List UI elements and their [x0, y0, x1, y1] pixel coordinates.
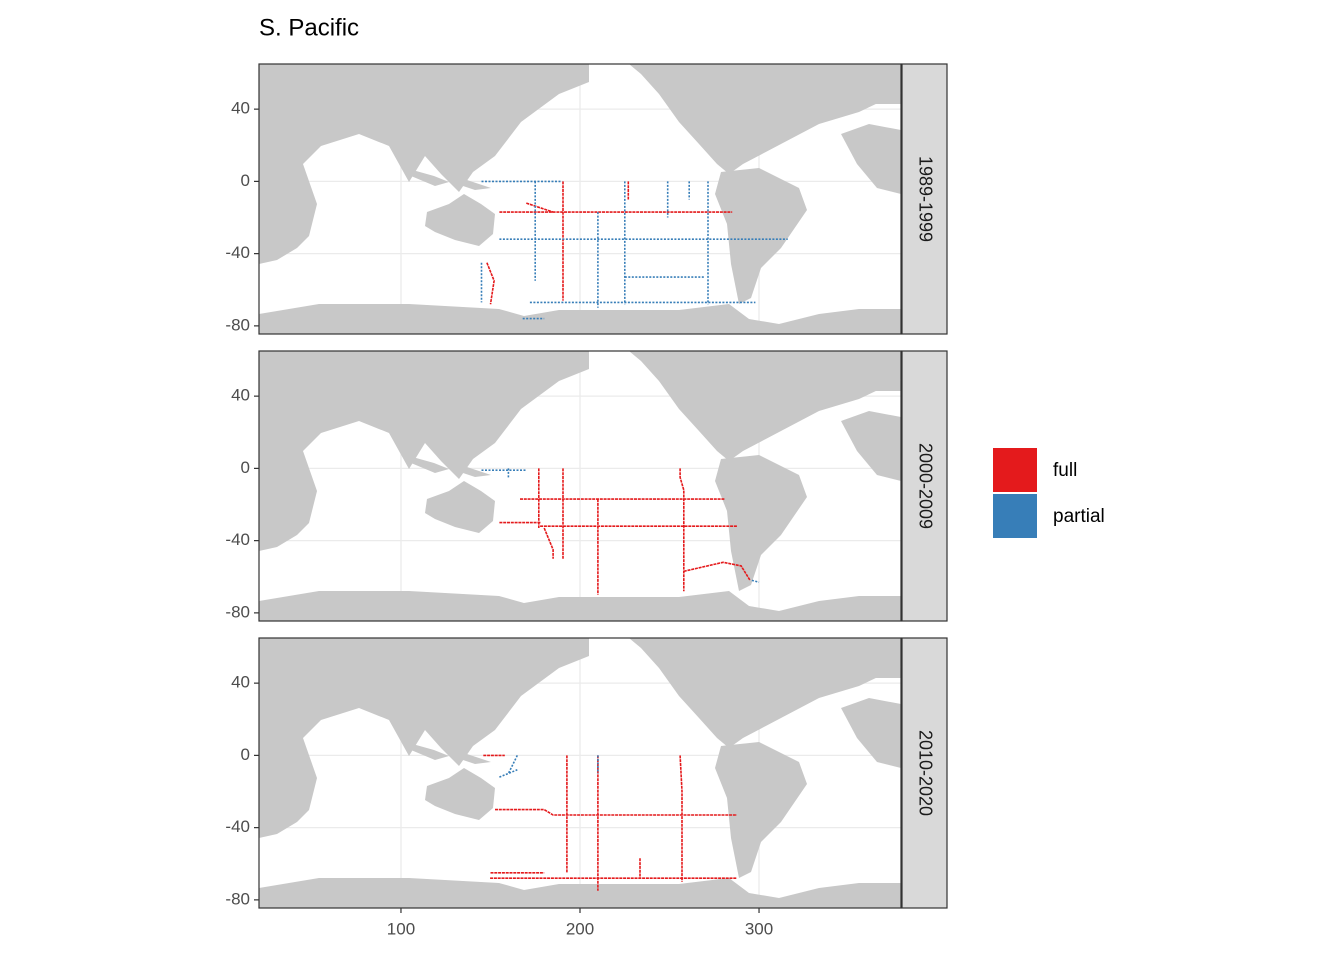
- y-tick-label: 40: [231, 673, 250, 692]
- track: [486, 262, 495, 305]
- panel: [258, 63, 902, 335]
- x-tick-label: 100: [387, 919, 415, 938]
- y-tick-label: 0: [241, 171, 250, 190]
- y-tick-label: -80: [225, 889, 250, 908]
- y-tick-label: -80: [225, 315, 250, 334]
- facet-label: 1989-1999: [915, 156, 935, 242]
- facet-strip: [901, 63, 948, 335]
- track: [526, 202, 554, 213]
- track: [751, 579, 760, 583]
- track: [679, 468, 685, 592]
- track: [679, 755, 683, 882]
- facet-strip: [901, 637, 948, 909]
- y-tick-label: -40: [225, 243, 250, 262]
- legend-label: full: [1053, 460, 1077, 481]
- track: [495, 808, 737, 816]
- y-tick-label: -40: [225, 817, 250, 836]
- y-tick-label: 0: [241, 458, 250, 477]
- y-tick-label: -80: [225, 602, 250, 621]
- x-tick-label: 200: [566, 919, 594, 938]
- track: [683, 561, 751, 581]
- facet-label: 2000-2009: [915, 443, 935, 529]
- y-tick-label: 40: [231, 386, 250, 405]
- legend-key: [993, 448, 1037, 492]
- y-tick-label: 40: [231, 99, 250, 118]
- panel: [258, 637, 902, 909]
- panel: [258, 350, 902, 622]
- facet-strip: [901, 350, 948, 622]
- legend-label: partial: [1053, 506, 1105, 527]
- legend-key: [993, 494, 1037, 538]
- y-tick-label: -40: [225, 530, 250, 549]
- x-tick-label: 300: [745, 919, 773, 938]
- y-tick-label: 0: [241, 745, 250, 764]
- track: [543, 527, 554, 559]
- chart-title: S. Pacific: [259, 14, 359, 41]
- facet-label: 2010-2020: [915, 730, 935, 816]
